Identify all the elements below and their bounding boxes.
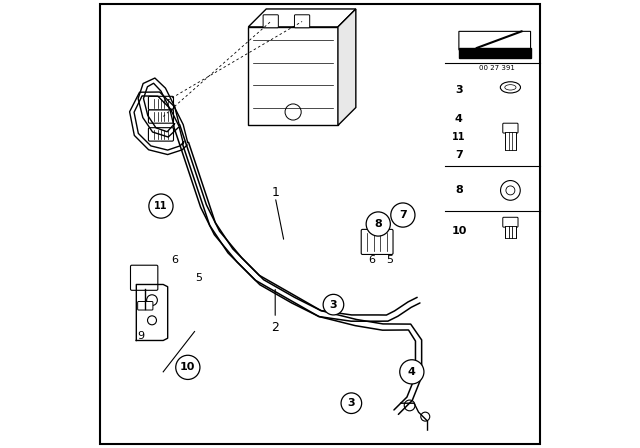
FancyBboxPatch shape — [131, 265, 158, 290]
Circle shape — [500, 181, 520, 200]
Text: 4: 4 — [408, 367, 416, 377]
Text: 6: 6 — [171, 255, 178, 265]
Text: 3: 3 — [348, 398, 355, 408]
FancyBboxPatch shape — [248, 27, 338, 125]
Polygon shape — [459, 31, 531, 58]
FancyBboxPatch shape — [138, 302, 153, 310]
Circle shape — [176, 355, 200, 379]
Text: 10: 10 — [451, 226, 467, 236]
Circle shape — [400, 360, 424, 384]
FancyBboxPatch shape — [503, 123, 518, 133]
FancyBboxPatch shape — [505, 132, 516, 150]
FancyBboxPatch shape — [294, 15, 310, 28]
FancyBboxPatch shape — [361, 229, 393, 254]
Text: 2: 2 — [271, 320, 279, 334]
Text: 11: 11 — [452, 132, 466, 142]
Circle shape — [421, 412, 430, 421]
Text: 3: 3 — [455, 85, 463, 95]
Text: 5: 5 — [386, 255, 393, 265]
FancyBboxPatch shape — [148, 128, 173, 141]
Text: 7: 7 — [399, 210, 407, 220]
Polygon shape — [338, 9, 356, 125]
Circle shape — [366, 212, 390, 236]
Text: 3: 3 — [330, 300, 337, 310]
Circle shape — [285, 104, 301, 120]
Text: 6: 6 — [368, 255, 375, 265]
Text: 1: 1 — [271, 186, 279, 199]
Circle shape — [506, 186, 515, 195]
Ellipse shape — [505, 85, 516, 90]
Text: 4: 4 — [455, 114, 463, 124]
Circle shape — [148, 316, 157, 325]
Text: 9: 9 — [137, 331, 145, 341]
Circle shape — [404, 400, 415, 411]
Text: 10: 10 — [180, 362, 196, 372]
Circle shape — [323, 294, 344, 315]
Text: 8: 8 — [374, 219, 382, 229]
Text: 7: 7 — [455, 150, 463, 159]
Ellipse shape — [500, 82, 520, 93]
Circle shape — [341, 393, 362, 414]
FancyBboxPatch shape — [148, 110, 173, 123]
Polygon shape — [248, 9, 356, 27]
Text: 8: 8 — [455, 185, 463, 195]
FancyBboxPatch shape — [503, 217, 518, 227]
Circle shape — [149, 194, 173, 218]
Circle shape — [147, 295, 157, 306]
Text: 00 27 391: 00 27 391 — [479, 65, 515, 71]
FancyBboxPatch shape — [148, 96, 173, 110]
Circle shape — [391, 203, 415, 227]
FancyBboxPatch shape — [263, 15, 278, 28]
Text: 11: 11 — [154, 201, 168, 211]
FancyBboxPatch shape — [505, 226, 516, 238]
Text: 5: 5 — [196, 273, 202, 283]
Polygon shape — [459, 48, 531, 58]
